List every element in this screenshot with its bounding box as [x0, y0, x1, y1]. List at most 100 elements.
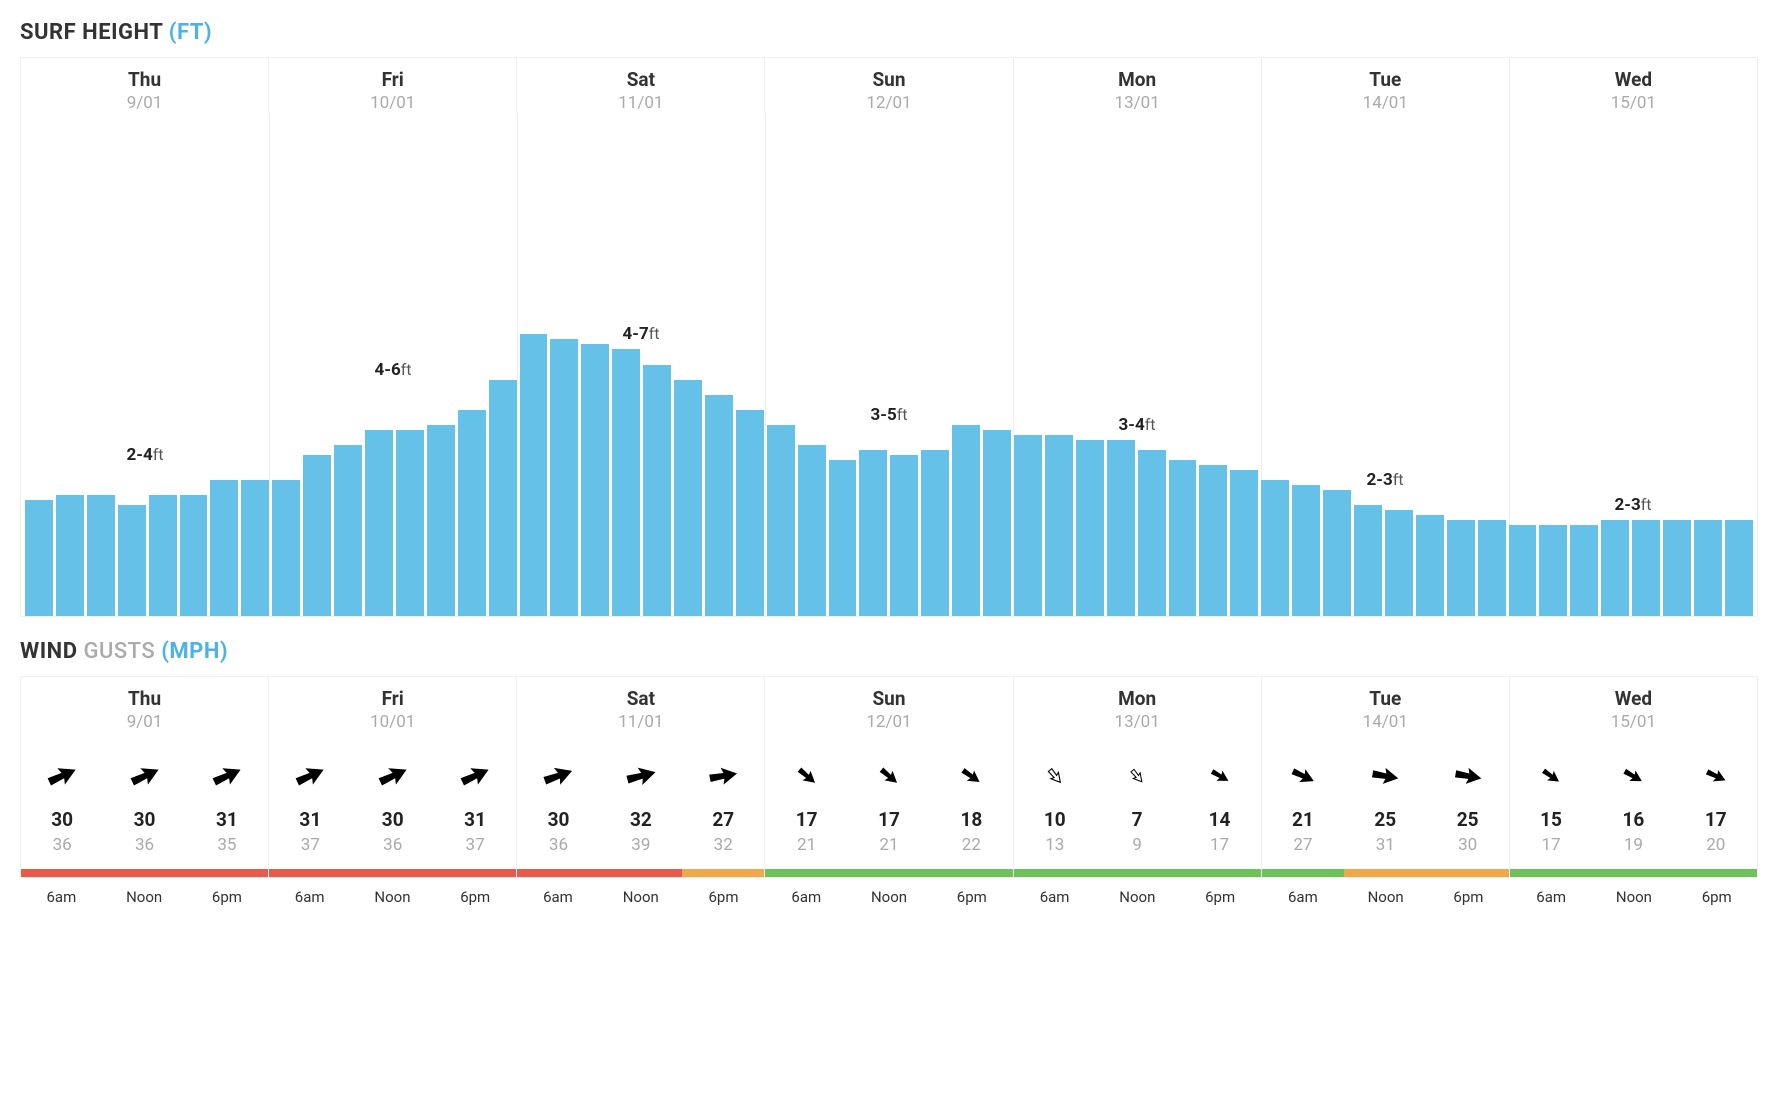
- wind-arrow-icon: [1344, 754, 1426, 798]
- wind-title-unit: (MPH): [161, 639, 228, 664]
- time-label: Noon: [351, 888, 434, 906]
- surf-day-header: Sun12/01: [765, 58, 1013, 113]
- time-label: 6pm: [930, 888, 1013, 906]
- wind-arrow-icon: [434, 754, 516, 798]
- wind-slot: 3036: [352, 754, 434, 855]
- wind-gust: 36: [352, 835, 434, 855]
- wind-arrow-icon: [352, 754, 434, 798]
- surf-bar: [581, 344, 609, 616]
- wind-slot: 2732: [682, 754, 764, 855]
- surf-bar: [25, 500, 53, 616]
- wind-speed: 25: [1426, 808, 1508, 831]
- wind-slot: 79: [1096, 754, 1178, 855]
- day-date: 12/01: [765, 93, 1012, 113]
- wind-speed: 31: [186, 808, 268, 831]
- day-name: Wed: [1510, 68, 1757, 91]
- quality-bar: [682, 869, 764, 877]
- day-date: 13/01: [1014, 712, 1261, 732]
- quality-bar-row: [517, 869, 764, 877]
- surf-bar: [1632, 520, 1660, 616]
- time-label: 6pm: [1179, 888, 1262, 906]
- wind-arrow-icon: [1675, 754, 1757, 798]
- wind-slot: 2531: [1344, 754, 1426, 855]
- surf-bar: [550, 339, 578, 616]
- wind-gust: 19: [1592, 835, 1674, 855]
- wind-slot: 3135: [186, 754, 268, 855]
- surf-bar: [1107, 440, 1135, 616]
- time-label: 6am: [1510, 888, 1593, 906]
- wind-speed: 30: [517, 808, 599, 831]
- wind-gust: 20: [1675, 835, 1757, 855]
- surf-bar: [1447, 520, 1475, 616]
- surf-bar: [983, 430, 1011, 616]
- surf-bar: [520, 334, 548, 616]
- wind-speed: 25: [1344, 808, 1426, 831]
- surf-bar: [859, 450, 887, 616]
- quality-bar: [1426, 869, 1508, 877]
- quality-bar: [186, 869, 268, 877]
- wind-day-header: Thu9/01: [21, 677, 268, 754]
- surf-bar: [1725, 520, 1753, 616]
- wind-gust: 30: [1426, 835, 1508, 855]
- surf-bar: [1230, 470, 1258, 616]
- wind-speed: 18: [930, 808, 1012, 831]
- wind-arrow-icon: [1178, 754, 1260, 798]
- surf-bar: [1354, 505, 1382, 616]
- wind-title-main: WIND: [20, 639, 83, 664]
- wind-speed: 17: [848, 808, 930, 831]
- quality-bar: [1262, 869, 1344, 877]
- wind-arrow-icon: [682, 754, 764, 798]
- wind-gust: 37: [269, 835, 351, 855]
- surf-day-header: Tue14/01: [1262, 58, 1510, 113]
- quality-bar-row: [21, 869, 268, 877]
- quality-bar: [1344, 869, 1426, 877]
- surf-day-header: Wed15/01: [1510, 58, 1757, 113]
- time-label: 6am: [517, 888, 600, 906]
- wind-panel: Thu9/01303630363135Fri10/01313730363137S…: [20, 676, 1758, 878]
- time-label: Noon: [1593, 888, 1676, 906]
- wind-slot: 1721: [765, 754, 847, 855]
- quality-bar: [103, 869, 185, 877]
- time-label: Noon: [848, 888, 931, 906]
- wind-gust: 36: [517, 835, 599, 855]
- wind-slot: 3036: [103, 754, 185, 855]
- time-label: 6am: [268, 888, 351, 906]
- day-name: Mon: [1014, 68, 1261, 91]
- surf-bar: [612, 349, 640, 616]
- wind-day-header: Sun12/01: [765, 677, 1012, 754]
- wind-day: Mon13/011013791417: [1014, 677, 1262, 877]
- surf-bar: [272, 480, 300, 616]
- surf-bar: [736, 410, 764, 616]
- surf-bar: [1385, 510, 1413, 616]
- day-date: 11/01: [517, 712, 764, 732]
- wind-gust: 31: [1344, 835, 1426, 855]
- wind-slot: 3036: [517, 754, 599, 855]
- time-label: Noon: [1344, 888, 1427, 906]
- surf-day-headers: Thu9/01Fri10/01Sat11/01Sun12/01Mon13/01T…: [21, 58, 1757, 113]
- wind-slot: 3137: [269, 754, 351, 855]
- surf-bar: [210, 480, 238, 616]
- quality-bar: [21, 869, 103, 877]
- wind-slot: 1721: [848, 754, 930, 855]
- surf-bar: [427, 425, 455, 616]
- day-name: Mon: [1014, 687, 1261, 710]
- surf-bar: [767, 425, 795, 616]
- surf-bar: [1076, 440, 1104, 616]
- wind-slot: 1417: [1178, 754, 1260, 855]
- wind-speed: 10: [1014, 808, 1096, 831]
- surf-bar: [643, 365, 671, 617]
- wind-arrow-icon: [765, 754, 847, 798]
- day-date: 9/01: [21, 93, 268, 113]
- wind-slot: 1619: [1592, 754, 1674, 855]
- day-name: Sat: [517, 687, 764, 710]
- time-labels-row: 6amNoon6pm6amNoon6pm6amNoon6pm6amNoon6pm…: [20, 888, 1758, 906]
- quality-bar: [1096, 869, 1178, 877]
- wind-arrow-icon: [1592, 754, 1674, 798]
- day-date: 12/01: [765, 712, 1012, 732]
- wind-day-header: Mon13/01: [1014, 677, 1261, 754]
- wind-day: Sun12/01172117211822: [765, 677, 1013, 877]
- day-name: Sun: [765, 687, 1012, 710]
- day-name: Thu: [21, 687, 268, 710]
- surf-bar: [241, 480, 269, 616]
- wind-speed: 30: [21, 808, 103, 831]
